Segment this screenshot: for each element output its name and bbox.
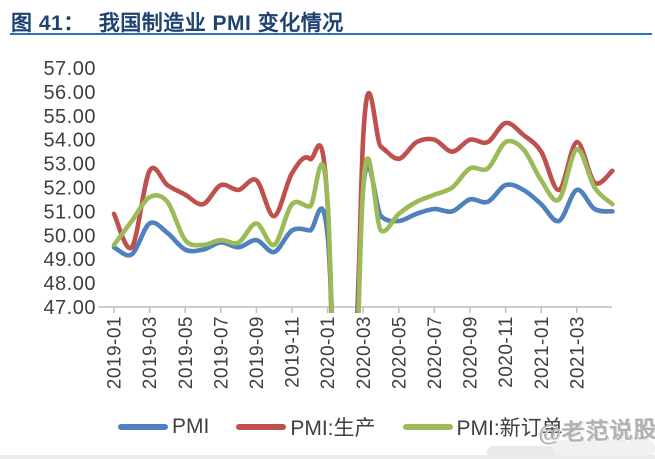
- watermark-text: @老范说股: [537, 415, 655, 447]
- legend-label-pmi-new-orders: PMI:新订单: [456, 417, 563, 440]
- x-axis-tick-label: 2019-01: [105, 316, 126, 389]
- figure-title: 图 41： 我国制造业 PMI 变化情况: [11, 7, 651, 35]
- x-axis-tick-label: 2021-01: [532, 316, 553, 389]
- y-axis-tick-label: 49.00: [43, 249, 96, 271]
- legend-label-pmi: PMI: [172, 415, 210, 438]
- figure-title-text: 我国制造业 PMI 变化情况: [98, 12, 344, 35]
- series-line-pmi-new-orders: [111, 138, 615, 313]
- y-axis-tick-label: 56.00: [43, 82, 96, 104]
- legend-swatch-pmi-new-orders: [402, 424, 453, 430]
- y-axis-tick-label: 51.00: [43, 201, 96, 223]
- x-axis-tick-label: 2019-07: [211, 316, 232, 389]
- y-axis-tick-label: 57.00: [43, 58, 96, 80]
- figure-number: 图 41：: [11, 12, 85, 35]
- legend-item-pmi-new-orders: PMI:新订单: [402, 412, 563, 442]
- legend-item-pmi: PMI: [118, 415, 209, 439]
- y-axis-tick-label: 48.00: [43, 273, 96, 295]
- x-axis-tick-label: 2020-01: [318, 316, 339, 389]
- legend-swatch-pmi-production: [236, 424, 287, 430]
- legend-label-pmi-production: PMI:生产: [290, 417, 376, 440]
- x-axis-tick-label: 2020-07: [425, 316, 446, 389]
- x-axis-tick-label: 2019-03: [140, 316, 161, 389]
- watermark-box: [553, 440, 655, 457]
- x-axis-tick-label: 2019-09: [247, 316, 268, 389]
- y-axis-tick-label: 53.00: [43, 154, 96, 176]
- bottom-edge-strip: [0, 455, 655, 459]
- x-axis-tick-label: 2020-11: [496, 316, 517, 388]
- y-axis-tick-label: 52.00: [43, 178, 96, 200]
- x-axis-tick-label: 2021-03: [567, 316, 588, 389]
- series-line-pmi: [111, 163, 615, 313]
- series-line-pmi-production: [111, 90, 615, 313]
- chart-legend: PMI PMI:生产 PMI:新订单: [118, 413, 563, 441]
- title-underline: [10, 33, 652, 35]
- x-axis-tick-label: 2019-11: [283, 316, 304, 388]
- legend-swatch-pmi: [118, 424, 168, 430]
- legend-item-pmi-production: PMI:生产: [236, 412, 376, 442]
- y-axis-tick-label: 55.00: [43, 106, 96, 128]
- x-axis-tick-label: 2020-05: [389, 316, 410, 389]
- y-axis-tick-label: 47.00: [43, 297, 96, 319]
- y-axis-tick-label: 50.00: [43, 225, 96, 247]
- x-axis-tick-label: 2019-05: [176, 316, 197, 389]
- x-axis-tick-label: 2020-03: [354, 316, 375, 389]
- y-axis-tick-label: 54.00: [43, 130, 96, 152]
- x-axis-tick-label: 2020-09: [461, 316, 482, 389]
